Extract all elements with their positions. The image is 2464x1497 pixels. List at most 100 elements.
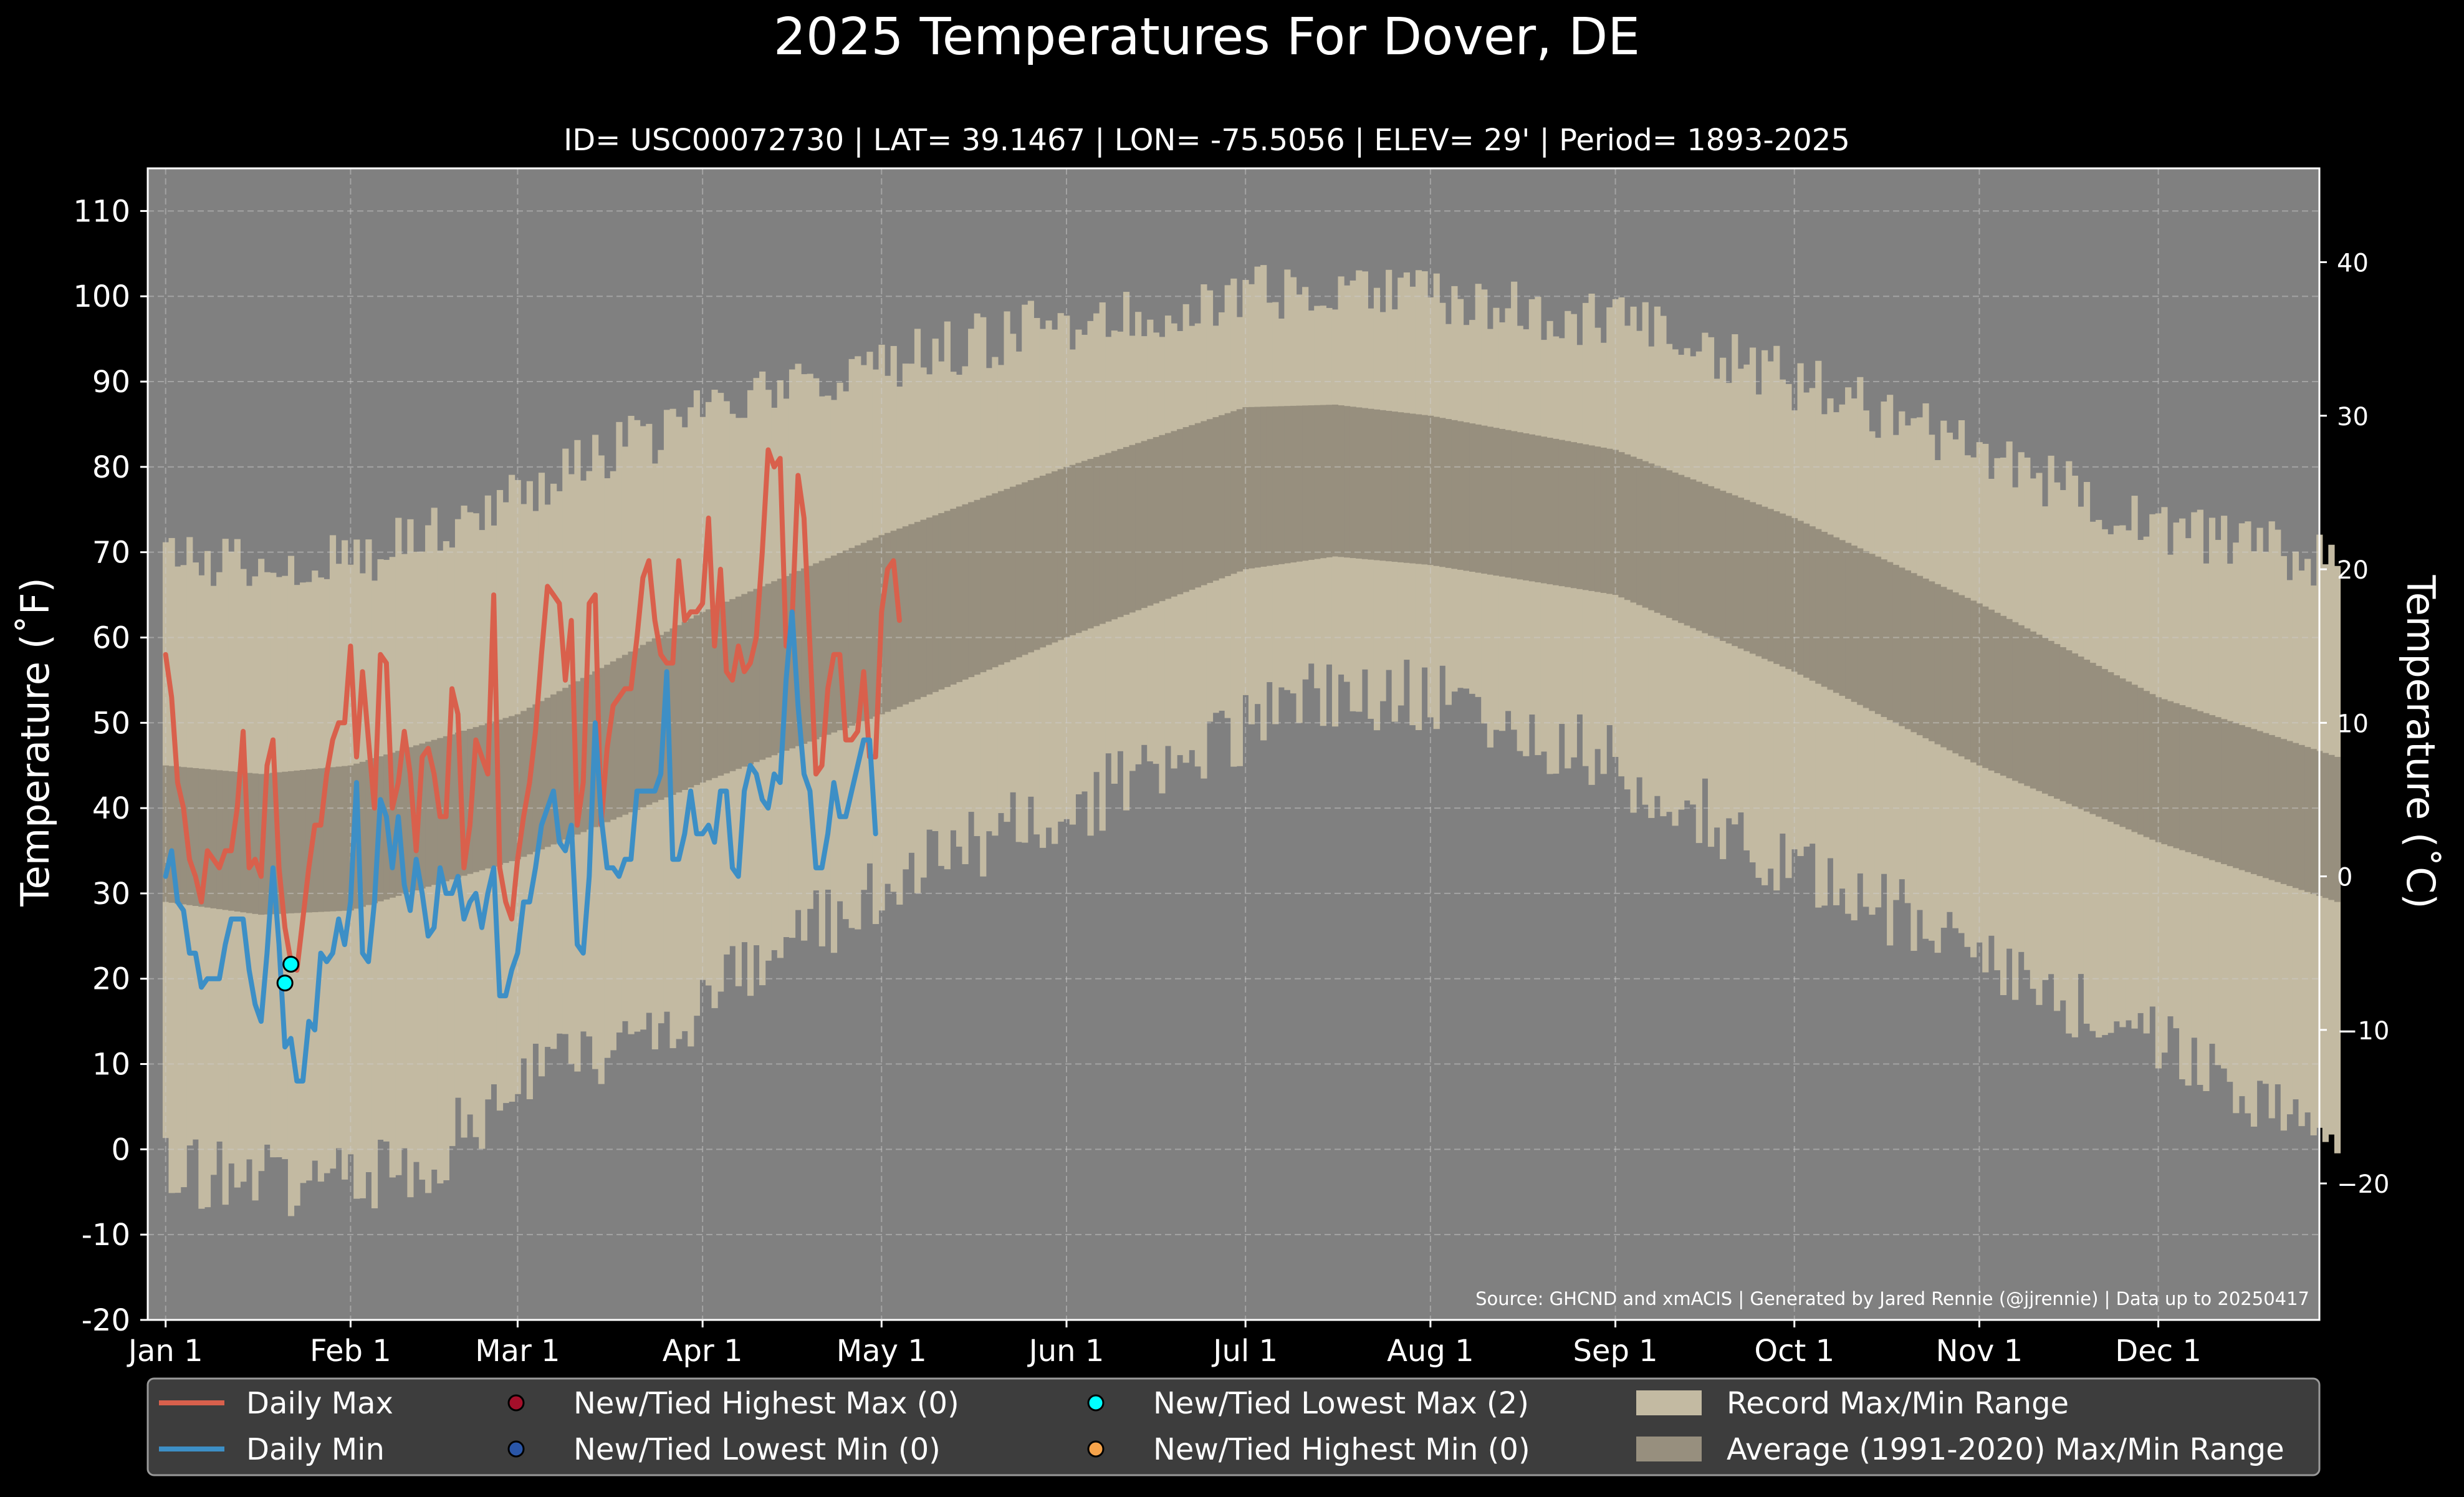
average-range-bar <box>974 499 980 675</box>
daily-max-line <box>163 447 902 973</box>
average-range-bar <box>198 768 205 907</box>
average-range-bar <box>950 508 957 685</box>
average-range-bar <box>848 547 855 726</box>
average-range-bar <box>1714 488 1720 638</box>
average-range-bar <box>1129 445 1136 613</box>
y-tick-label: 10 <box>92 1047 130 1082</box>
average-range-bar <box>1630 456 1637 603</box>
average-range-bar <box>1117 449 1124 617</box>
average-range-bar <box>479 725 486 870</box>
average-range-bar <box>509 716 515 862</box>
average-range-bar <box>1976 603 1983 766</box>
x-tick-label: Sep 1 <box>1573 1334 1657 1369</box>
average-range-bar <box>2048 640 2054 796</box>
average-range-bar <box>2113 675 2120 825</box>
plot-frame <box>146 167 2321 1321</box>
average-range-bar <box>997 491 1005 665</box>
average-range-bar <box>294 770 300 913</box>
average-range-bar <box>2036 634 2043 791</box>
average-range-bar <box>1862 551 1869 708</box>
average-range-bar <box>2096 666 2102 817</box>
y-tick-label: 70 <box>92 536 130 570</box>
average-range-bar <box>2089 663 2096 814</box>
average-range-bar <box>1093 456 1100 627</box>
y2-tick-label: 0 <box>2337 864 2352 892</box>
average-range-bar <box>300 770 307 913</box>
average-range-bar <box>180 767 187 905</box>
legend-label: New/Tied Highest Min (0) <box>1153 1432 1530 1467</box>
average-range-bar <box>2101 669 2108 819</box>
average-range-bar <box>317 768 324 912</box>
average-range-bar <box>389 753 396 898</box>
y2-tick-label: 40 <box>2337 249 2369 277</box>
average-range-bar <box>1695 481 1702 631</box>
average-range-bar <box>2054 643 2061 799</box>
average-range-bar <box>186 768 193 905</box>
average-range-bar <box>1737 498 1744 649</box>
average-range-bar <box>1272 406 1279 566</box>
average-range-bar <box>1290 405 1297 563</box>
average-range-bar <box>1194 423 1201 588</box>
average-range-bar <box>1762 506 1768 659</box>
average-range-bar <box>1929 581 1935 741</box>
average-range-bar <box>586 675 593 830</box>
average-range-bar <box>1666 470 1673 619</box>
average-range-bar <box>1636 459 1643 605</box>
average-range-bar <box>2286 741 2293 887</box>
average-range-bar <box>2012 622 2019 781</box>
average-range-bar <box>1153 436 1159 604</box>
average-range-bar <box>1368 408 1374 560</box>
average-range-bar <box>1916 575 1924 736</box>
average-range-bar <box>1338 405 1345 557</box>
average-range-bar <box>1851 546 1858 702</box>
average-range-bar <box>1248 407 1255 569</box>
average-range-bar <box>2173 703 2180 849</box>
legend-item: New/Tied Lowest Min (0) <box>507 1432 941 1467</box>
chart-subtitle: ID= USC00072730 | LAT= 39.1467 | LON= -7… <box>563 123 1850 158</box>
average-range-bar <box>1546 438 1553 585</box>
average-range-bar <box>1302 405 1309 561</box>
average-range-bar <box>1010 486 1017 660</box>
average-range-bar <box>2143 691 2150 837</box>
average-range-bar <box>920 519 927 697</box>
average-range-bar <box>2304 747 2311 892</box>
average-range-bar <box>753 589 760 763</box>
average-range-bar <box>2334 757 2341 902</box>
average-range-bar <box>890 531 897 710</box>
average-range-bar <box>1958 595 1965 757</box>
average-range-bar <box>711 607 718 778</box>
average-range-bar <box>801 568 808 744</box>
average-range-bar <box>1427 415 1434 566</box>
average-range-bar <box>1451 420 1458 569</box>
average-range-bar <box>1463 422 1470 571</box>
average-range-bar <box>813 563 820 739</box>
average-range-bar <box>472 727 479 872</box>
average-range-bar <box>1707 486 1715 636</box>
average-range-bar <box>1821 532 1828 687</box>
average-range-bar <box>830 556 838 733</box>
average-range-bar <box>1797 521 1804 675</box>
average-range-bar <box>1600 447 1607 593</box>
average-range-bar <box>491 721 497 867</box>
x-tick-label: Apr 1 <box>663 1334 743 1369</box>
average-range-bar <box>371 758 378 903</box>
average-range-bar <box>1654 466 1661 613</box>
average-range-bar <box>2256 731 2263 877</box>
average-range-bar <box>1528 434 1535 582</box>
average-range-bar <box>1767 509 1774 662</box>
average-range-bar <box>431 739 438 885</box>
average-range-bar <box>1284 406 1291 564</box>
average-range-bar <box>2221 719 2228 864</box>
average-range-bar <box>282 771 289 914</box>
average-range-bar <box>1356 407 1363 559</box>
average-range-bar <box>1230 411 1237 574</box>
average-range-bar <box>1874 556 1882 715</box>
average-range-bar <box>401 749 408 894</box>
average-range-bar <box>717 604 724 776</box>
average-range-bar <box>1075 463 1082 633</box>
average-range-bar <box>884 532 891 712</box>
average-range-bar <box>2203 713 2210 859</box>
x-tick-label: May 1 <box>837 1334 927 1369</box>
average-range-bar <box>2238 724 2245 870</box>
y-tick-label: 80 <box>92 450 130 485</box>
